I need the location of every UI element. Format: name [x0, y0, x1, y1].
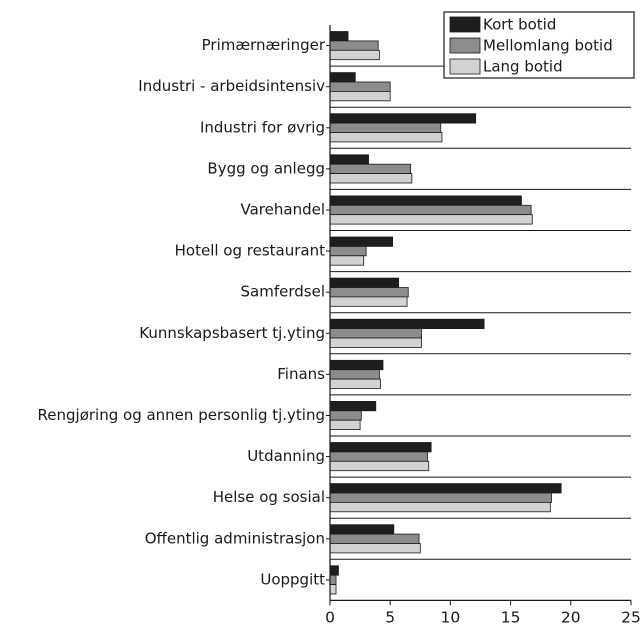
bar [329, 132, 443, 143]
bar [329, 400, 377, 412]
category-separators [330, 65, 631, 560]
bar [329, 195, 522, 206]
bar [329, 524, 395, 535]
bar [329, 72, 356, 83]
bar [329, 501, 551, 513]
bar [329, 81, 391, 92]
x-tick-label: 5 [385, 608, 395, 626]
category-label: Samferdsel [241, 283, 325, 301]
category-label: Finans [277, 365, 325, 383]
legend-label: Mellomlang botid [483, 37, 613, 55]
bar [329, 318, 485, 330]
bar [329, 337, 422, 348]
bar [329, 122, 442, 133]
bar [329, 460, 430, 472]
bar [329, 483, 562, 494]
bar [329, 296, 408, 307]
category-label: Uoppgitt [260, 570, 325, 588]
bar [329, 378, 381, 389]
legend-swatch [449, 16, 481, 33]
bar [329, 442, 432, 453]
bar [329, 492, 552, 503]
bar [329, 49, 380, 61]
bar [329, 204, 532, 216]
category-label: Industri for øvrig [200, 118, 325, 136]
bar [329, 543, 421, 554]
category-label: Varehandel [241, 201, 325, 219]
category-label: Primærnæringer [202, 36, 326, 54]
legend: Kort botid Mellomlang botid Lang botid [443, 11, 635, 79]
bar [329, 214, 533, 225]
legend-label: Lang botid [483, 58, 563, 76]
bar [329, 565, 339, 576]
bar [329, 328, 422, 339]
bar [329, 574, 337, 586]
category-labels: Primærnæringer Industri - arbeidsintensiv… [38, 36, 330, 588]
bar [329, 584, 337, 595]
bar [329, 236, 394, 247]
bar [329, 113, 477, 124]
legend-swatch [449, 58, 481, 75]
bar [329, 40, 379, 51]
x-tick-label: 0 [325, 608, 335, 626]
category-label: Industri - arbeidsintensiv [138, 77, 325, 95]
legend-swatch [449, 37, 481, 54]
bar [329, 173, 413, 184]
bar [329, 410, 362, 421]
category-label: Hotell og restaurant [175, 242, 325, 260]
category-label: Utdanning [247, 447, 325, 465]
legend-label: Kort botid [483, 16, 556, 34]
bar [329, 277, 400, 288]
bar [329, 31, 349, 42]
bar-group [329, 31, 562, 595]
category-label: Offentlig administrasjon [145, 529, 325, 547]
x-tick-label: 10 [441, 608, 461, 626]
bar [329, 91, 391, 102]
category-label: Helse og sosial [213, 488, 325, 506]
bar [329, 419, 361, 431]
bar [329, 245, 367, 257]
x-tick-label: 15 [501, 608, 521, 626]
x-tick-label: 25 [621, 608, 641, 626]
bar [329, 154, 369, 165]
x-tick-label: 20 [561, 608, 581, 626]
category-label: Kunnskapsbasert tj.yting [139, 324, 325, 342]
bar [329, 163, 412, 174]
bar [329, 451, 428, 462]
bar [329, 255, 365, 266]
bar [329, 369, 380, 380]
bar [329, 359, 384, 371]
category-label: Bygg og anlegg [207, 159, 325, 177]
bar [329, 533, 420, 544]
bar [329, 287, 409, 298]
x-axis: 0 5 10 15 20 25 [325, 25, 641, 626]
category-label: Rengjøring og annen personlig tj.yting [38, 406, 325, 424]
